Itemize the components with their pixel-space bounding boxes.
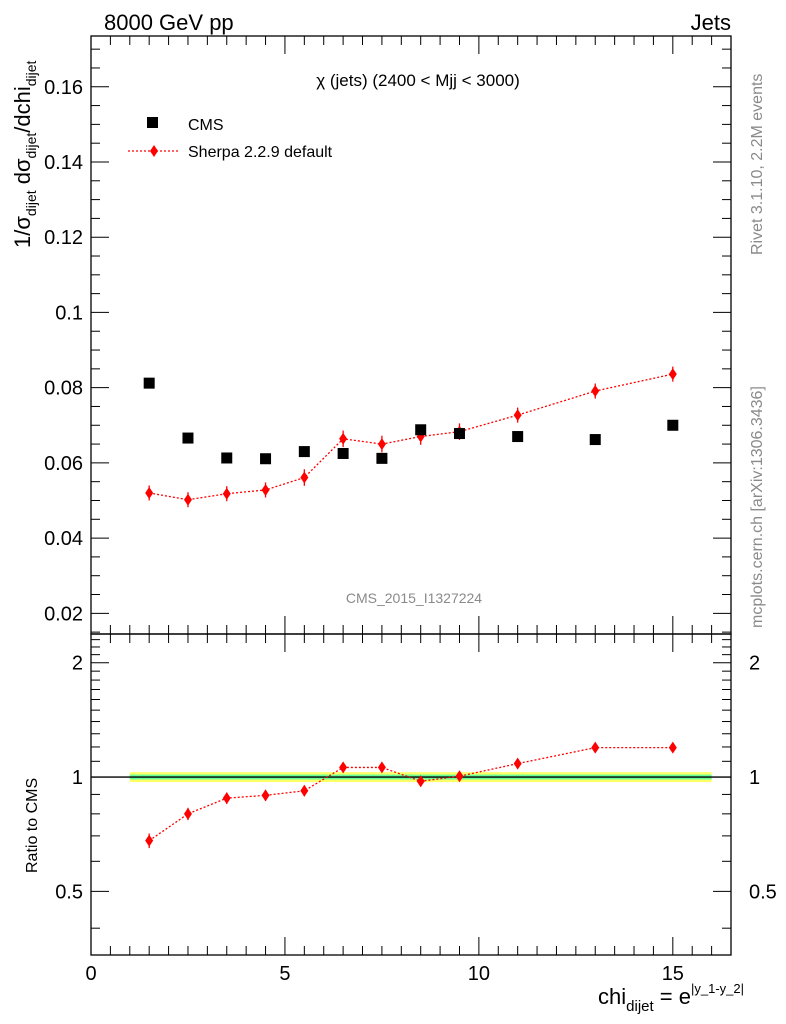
y-tick-label: 0.14 (44, 152, 83, 174)
sherpa-point (668, 368, 677, 381)
sherpa-point (145, 486, 154, 499)
ratio-y-tick-label: 0.5 (55, 881, 83, 903)
sherpa-point (222, 487, 231, 500)
main-frame (90, 35, 732, 635)
ratio-data-layer (91, 741, 731, 849)
ratio-point (513, 757, 522, 770)
ratio-y-tick-label: 2 (72, 653, 83, 675)
header-right: Jets (691, 10, 731, 35)
ratio-point (591, 741, 600, 754)
sherpa-point (339, 432, 348, 445)
cms-point (298, 446, 310, 458)
cms-point (415, 424, 427, 436)
cms-point (589, 434, 601, 446)
analysis-watermark: CMS_2015_I1327224 (346, 590, 482, 606)
legend-marker-sherpa (150, 145, 158, 157)
cms-point (143, 377, 155, 389)
cms-point (182, 432, 194, 444)
x-tick-label: 15 (662, 963, 684, 985)
ratio-point (455, 770, 464, 783)
ratio-y-tick-label-right: 1 (749, 767, 760, 789)
cms-point (260, 453, 272, 465)
sherpa-point (513, 409, 522, 422)
cms-point (376, 452, 388, 464)
main-panel: χ (jets) (2400 < Mjj < 3000) CMS_2015_I1… (10, 35, 732, 635)
x-tick-label: 5 (279, 963, 290, 985)
ratio-sherpa-line (148, 747, 673, 842)
sherpa-line (149, 373, 673, 501)
main-data-layer (143, 366, 679, 508)
sherpa-point (183, 493, 192, 506)
legend-marker-cms (147, 117, 158, 128)
ratio-point (416, 775, 425, 788)
ratio-y-tick-label-right: 0.5 (749, 881, 777, 903)
ratio-y-tick-label: 1 (72, 767, 83, 789)
cms-point (337, 447, 349, 459)
ratio-point (377, 761, 386, 774)
ratio-frame (90, 633, 732, 956)
legend-label-sherpa: Sherpa 2.2.9 default (188, 144, 333, 161)
ratio-y-axis-label: Ratio to CMS (24, 778, 41, 873)
ratio-point (183, 807, 192, 820)
ratio-point (339, 761, 348, 774)
sherpa-point (377, 438, 386, 451)
y-tick-label: 0.1 (55, 302, 83, 324)
y-tick-label: 0.16 (44, 77, 83, 99)
ratio-point (300, 784, 309, 797)
ratio-panel: 0.5 0.5 1 1 2 2 0 5 10 15 Ratio to CMS chidijet =… (24, 633, 777, 1015)
sherpa-point (300, 471, 309, 484)
ratio-point (222, 792, 231, 805)
ratio-axes: 0.5 0.5 1 1 2 2 0 5 10 15 (55, 633, 777, 985)
y-tick-label: 0.02 (44, 603, 83, 625)
x-tick-label: 0 (85, 963, 96, 985)
y-tick-label: 0.04 (44, 528, 83, 550)
y-tick-label: 0.06 (44, 453, 83, 475)
y-tick-label: 0.08 (44, 378, 83, 400)
legend: CMS Sherpa 2.2.9 default (128, 117, 333, 161)
y-tick-label: 0.12 (44, 227, 83, 249)
header-left: 8000 GeV pp (104, 10, 234, 35)
legend-label-cms: CMS (188, 117, 224, 134)
chart-title: χ (jets) (2400 < Mjj < 3000) (316, 71, 520, 90)
cms-point (512, 431, 524, 443)
rivet-version-label: Rivet 3.1.10, 2.2M events (749, 74, 766, 255)
cms-point (453, 428, 465, 440)
sherpa-point (591, 385, 600, 398)
ratio-y-tick-label-right: 2 (749, 653, 760, 675)
cms-point (221, 452, 233, 464)
ratio-point (145, 834, 154, 847)
main-y-axis-label: 1/σdijet dσdijet/dchidijet (10, 60, 39, 248)
sherpa-point (261, 483, 270, 496)
x-axis-label: chidijet = e|y_1-y_2| (598, 981, 744, 1015)
mcplots-label: mcplots.cern.ch [arXiv:1306.3436] (749, 386, 766, 628)
x-tick-label: 10 (468, 963, 490, 985)
ratio-point (261, 789, 270, 802)
ratio-point (668, 741, 677, 754)
cms-point (667, 419, 679, 431)
